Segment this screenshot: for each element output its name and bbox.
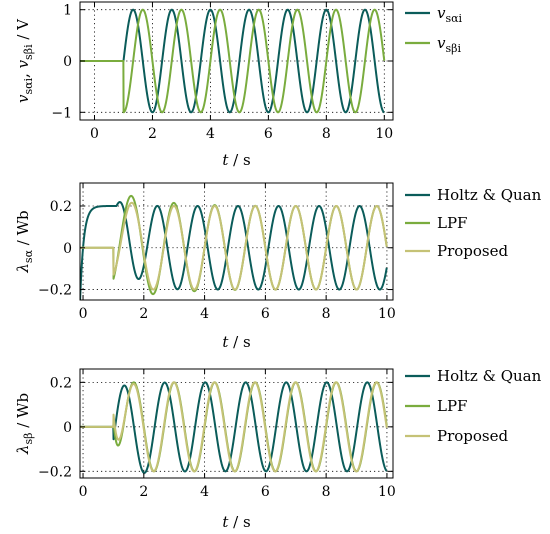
y-tick-label: 1 [63, 3, 72, 19]
legend-label: Proposed [437, 427, 509, 445]
x-tick-label: 10 [378, 484, 396, 500]
x-tick-label: 4 [206, 126, 215, 142]
chart-panel-1: 0 2 4 6 8 10 −1 0 1 t / s vsαi, vsβi / V vsαi vsβi [14, 1, 463, 169]
y-tick-label: −0.2 [38, 283, 72, 299]
y-tick-label: 0 [63, 420, 72, 436]
series-group [80, 381, 388, 474]
x-tick-label: 4 [200, 306, 209, 322]
x-tick-label: 6 [261, 484, 270, 500]
x-tick-label: 2 [148, 126, 157, 142]
x-axis-label: t / s [222, 151, 250, 169]
y-tick-label: −0.2 [38, 464, 72, 480]
series-group [80, 194, 388, 300]
legend-label: Holtz & Quan [437, 186, 542, 204]
series-line-1 [80, 381, 388, 474]
y-axis-label: vsαi, vsβi / V [14, 18, 35, 103]
series-line-1 [80, 8, 386, 114]
series-line-1 [80, 201, 388, 300]
y-axis-label: λsβ / Wb [14, 393, 35, 455]
chart-panel-2: 0 2 4 6 8 10 −0.2 0 0.2 t / s λsα / Wb Holtz & Quan… [14, 182, 542, 351]
x-tick-label: 6 [264, 126, 273, 142]
x-tick-label: 10 [378, 306, 396, 322]
x-tick-label: 4 [200, 484, 209, 500]
plot-frame [79, 368, 394, 479]
legend-label: vsβi [437, 34, 461, 55]
legend: vsαi vsβi [405, 4, 463, 55]
x-tick-label: 8 [322, 306, 331, 322]
legend: Holtz & Quan LPF Proposed [405, 367, 542, 445]
x-tick-label: 0 [79, 306, 88, 322]
legend-label: Proposed [437, 242, 509, 260]
legend-label: LPF [437, 214, 467, 232]
x-axis-label: t / s [222, 513, 250, 531]
series-line-2 [80, 194, 388, 296]
y-tick-label: 0.2 [50, 375, 72, 391]
series-group [80, 8, 386, 114]
y-tick-label: 0 [63, 54, 72, 70]
x-tick-label: 2 [139, 484, 148, 500]
series-line-3 [80, 381, 388, 473]
y-axis-label: λsα / Wb [14, 210, 35, 273]
y-tick-label: 0 [63, 241, 72, 257]
x-tick-label: 8 [322, 484, 331, 500]
y-tick-label: 0.2 [50, 199, 72, 215]
plot-frame [79, 182, 394, 301]
y-tick-label: −1 [51, 105, 72, 121]
x-tick-label: 6 [261, 306, 270, 322]
legend: Holtz & Quan LPF Proposed [405, 186, 542, 260]
series-line-2 [80, 8, 386, 114]
chart-panel-3: 0 2 4 6 8 10 −0.2 0 0.2 t / s λsβ / Wb Holtz & Quan… [14, 367, 542, 531]
legend-label: LPF [437, 397, 467, 415]
x-axis-label: t / s [222, 333, 250, 351]
x-tick-label: 10 [375, 126, 393, 142]
x-tick-label: 8 [322, 126, 331, 142]
legend-label: Holtz & Quan [437, 367, 542, 385]
x-tick-label: 0 [90, 126, 99, 142]
x-tick-label: 2 [139, 306, 148, 322]
legend-label: vsαi [437, 4, 463, 25]
series-line-3 [80, 201, 388, 291]
x-tick-label: 0 [79, 484, 88, 500]
